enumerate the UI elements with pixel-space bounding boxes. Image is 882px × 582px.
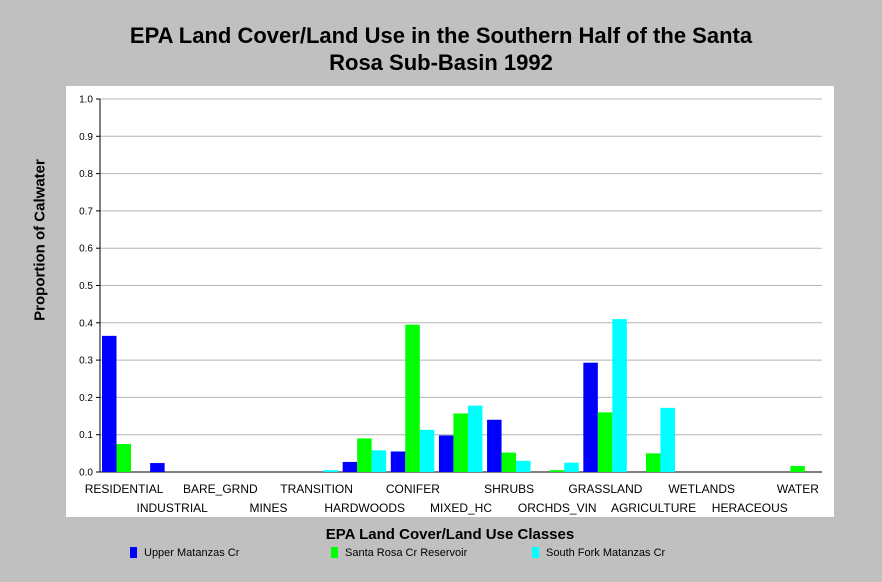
- bar: [583, 362, 598, 472]
- legend-label: South Fork Matanzas Cr: [546, 547, 666, 559]
- legend-label: Santa Rosa Cr Reservoir: [345, 547, 468, 559]
- y-tick-label: 0.8: [79, 169, 93, 180]
- x-category-label: WETLANDS: [668, 482, 735, 496]
- bar: [102, 335, 117, 472]
- legend-swatch: [130, 547, 137, 558]
- x-category-label: MINES: [249, 501, 287, 515]
- bar: [487, 419, 502, 472]
- bar: [660, 407, 675, 472]
- bar: [357, 438, 372, 472]
- x-axis-label: EPA Land Cover/Land Use Classes: [325, 526, 575, 543]
- x-category-label: HARDWOODS: [324, 501, 405, 515]
- x-category-label: GRASSLAND: [568, 482, 642, 496]
- y-tick-label: 0.5: [79, 281, 93, 292]
- bar: [150, 463, 165, 472]
- bar: [419, 429, 435, 472]
- chart-title-line-2: Rosa Sub-Basin 1992: [329, 50, 553, 75]
- y-tick-label: 0.6: [79, 244, 93, 255]
- legend-swatch: [532, 547, 539, 558]
- x-category-label: CONIFER: [386, 482, 440, 496]
- bar: [549, 470, 565, 472]
- x-category-label: RESIDENTIAL: [85, 482, 164, 496]
- bar: [116, 444, 131, 472]
- bar: [790, 466, 805, 472]
- y-tick-label: 0.3: [79, 356, 93, 367]
- bar: [597, 412, 613, 472]
- x-category-label: TRANSITION: [280, 482, 353, 496]
- legend-swatch: [331, 547, 338, 558]
- bar: [390, 451, 406, 472]
- legend: Upper Matanzas Cr Santa Rosa Cr Reservoi…: [0, 545, 882, 565]
- bar: [323, 470, 339, 472]
- bar: [453, 413, 468, 472]
- bar: [371, 450, 387, 472]
- x-category-label: MIXED_HC: [430, 501, 492, 515]
- bar: [564, 462, 579, 472]
- bar: [612, 319, 627, 472]
- x-category-label: SHRUBS: [484, 482, 534, 496]
- bar: [516, 460, 531, 472]
- y-tick-label: 0.7: [79, 206, 93, 217]
- bar: [342, 461, 358, 472]
- bar: [501, 452, 517, 472]
- x-category-label: HERACEOUS: [712, 501, 788, 515]
- y-tick-label: 0.9: [79, 132, 93, 143]
- x-category-label: INDUSTRIAL: [137, 501, 209, 515]
- y-tick-label: 0.4: [79, 318, 93, 329]
- x-category-label: WATER: [777, 482, 819, 496]
- y-axis-label: Proportion of Calwater: [31, 159, 49, 321]
- y-tick-label: 0.1: [79, 430, 93, 441]
- x-category-label: ORCHDS_VIN: [518, 501, 597, 515]
- plot-panel: 0.0 0.1 0.2 0.3 0.4 0.5 0.6 0.7 0.8 0.9 1.0 RESIDEN…: [66, 86, 834, 517]
- bar: [645, 453, 661, 472]
- chart-title-line-1: EPA Land Cover/Land Use in the Southern …: [129, 23, 753, 48]
- y-tick-label: 0.2: [79, 393, 93, 404]
- chart-title: EPA Land Cover/Land Use in the Southern …: [0, 22, 882, 76]
- y-tick-label: 1.0: [79, 95, 93, 106]
- chart-svg: 0.0 0.1 0.2 0.3 0.4 0.5 0.6 0.7 0.8 0.9 1.0 RESIDEN…: [79, 95, 822, 515]
- x-category-label: AGRICULTURE: [611, 501, 696, 515]
- bar: [467, 405, 483, 472]
- x-category-label: BARE_GRND: [183, 482, 258, 496]
- y-tick-label: 0.0: [79, 468, 93, 479]
- bar: [438, 435, 454, 472]
- legend-label: Upper Matanzas Cr: [144, 547, 240, 559]
- bar: [405, 324, 420, 472]
